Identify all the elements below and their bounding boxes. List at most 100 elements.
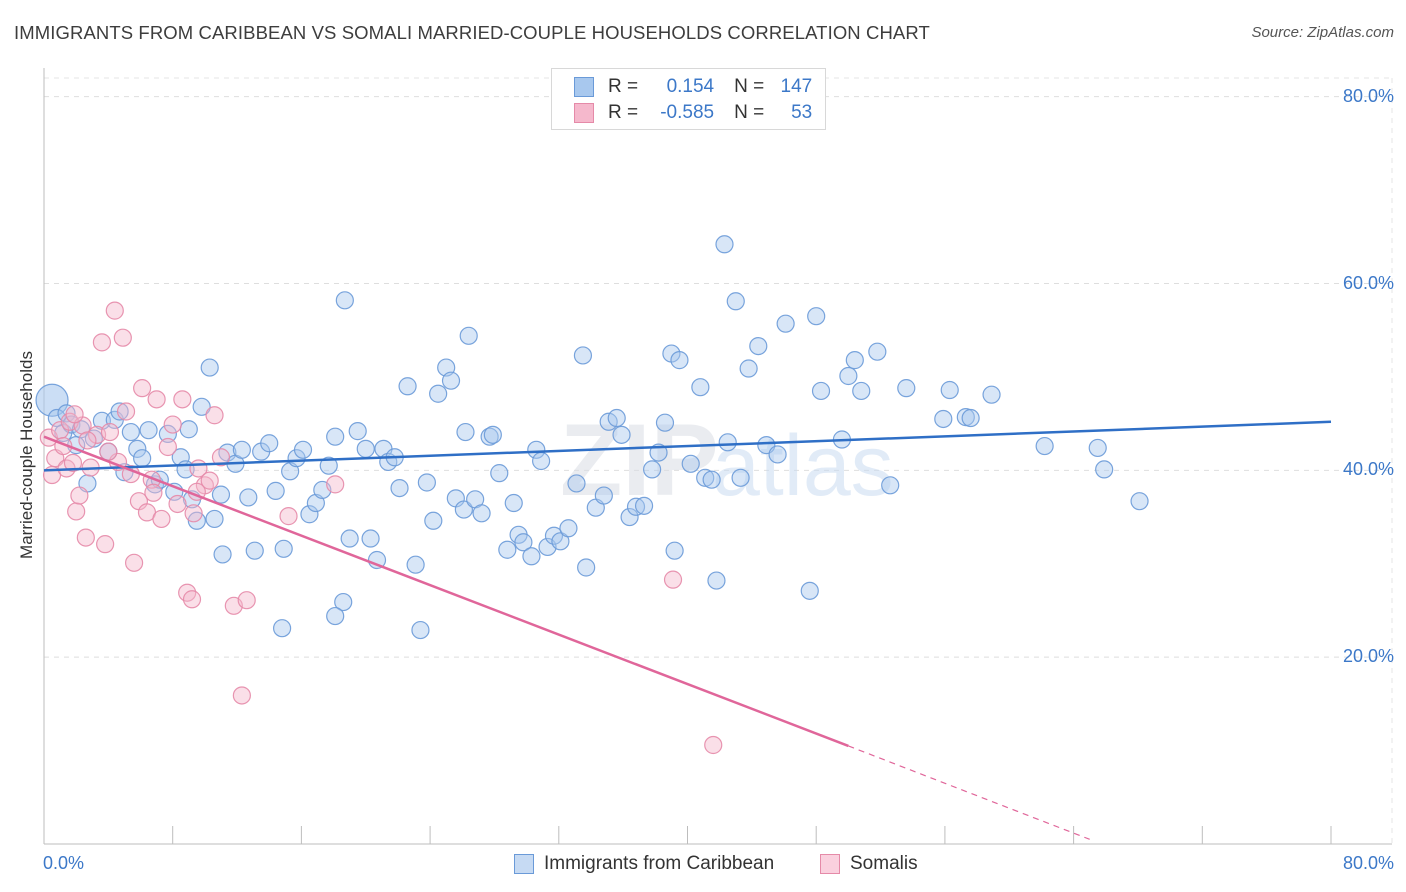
data-point xyxy=(272,619,292,638)
legend-n-label: N = xyxy=(734,76,765,97)
data-point xyxy=(620,507,639,527)
data-point xyxy=(139,421,158,440)
data-point xyxy=(567,474,586,493)
data-point xyxy=(881,476,900,495)
data-points xyxy=(35,235,1149,755)
data-point xyxy=(279,507,298,526)
legend-r-label: R = xyxy=(608,76,639,97)
data-point xyxy=(158,437,177,457)
data-point xyxy=(961,408,980,428)
data-point xyxy=(800,581,819,600)
data-point xyxy=(158,424,177,444)
data-point xyxy=(184,504,203,523)
data-point xyxy=(551,532,570,551)
data-point xyxy=(868,342,887,361)
watermark-zip: ZIP xyxy=(560,403,719,517)
data-point xyxy=(472,504,491,523)
legend-swatch-somalis xyxy=(574,103,594,123)
data-point xyxy=(807,307,826,326)
data-point xyxy=(113,328,132,347)
data-point xyxy=(739,359,758,378)
data-point xyxy=(1130,492,1149,511)
series-name-somalis: Somalis xyxy=(850,853,918,874)
stats-legend: R = 0.154 N = 147 R = -0.585 N = 53 xyxy=(551,68,826,130)
data-point xyxy=(490,464,509,483)
data-point xyxy=(504,493,523,513)
data-point xyxy=(663,570,683,589)
data-point xyxy=(293,440,313,459)
watermark-atlas: atlas xyxy=(712,418,894,514)
data-point xyxy=(852,381,871,401)
data-point xyxy=(483,425,502,444)
data-point xyxy=(811,381,831,401)
data-point xyxy=(612,425,631,444)
data-point xyxy=(213,545,232,564)
axes xyxy=(43,68,1392,845)
data-point xyxy=(726,292,745,311)
data-point xyxy=(704,735,723,755)
data-point xyxy=(594,486,613,505)
trend-line-caribbean xyxy=(43,420,1332,472)
data-point xyxy=(100,422,120,442)
data-point xyxy=(559,519,578,538)
data-point xyxy=(205,509,224,529)
y-tick-label: 80.0% xyxy=(1342,85,1394,106)
data-point xyxy=(514,533,533,552)
data-point xyxy=(441,371,461,390)
data-point xyxy=(681,454,700,473)
data-point xyxy=(573,346,593,365)
data-point xyxy=(211,448,231,467)
trend-extension-somalis xyxy=(848,745,1090,840)
data-point xyxy=(211,485,231,504)
data-point xyxy=(319,456,338,475)
data-point xyxy=(179,420,198,439)
data-point xyxy=(266,481,285,500)
data-point xyxy=(532,451,551,471)
data-point xyxy=(232,440,251,459)
data-point xyxy=(300,505,319,524)
data-point xyxy=(411,620,430,640)
data-point xyxy=(78,431,97,450)
data-point xyxy=(340,529,359,548)
data-point xyxy=(105,301,124,320)
data-point xyxy=(429,384,448,403)
data-point xyxy=(168,494,187,514)
data-point xyxy=(577,558,596,577)
legend-swatch-caribbean xyxy=(574,77,594,97)
data-point xyxy=(67,502,86,521)
series-swatch-caribbean xyxy=(514,854,534,874)
data-point xyxy=(356,439,375,458)
data-point xyxy=(691,378,710,397)
data-point xyxy=(456,422,475,442)
legend-r-value: -0.585 xyxy=(660,102,715,123)
trend-line-somalis xyxy=(43,435,849,748)
x-tick-label-min: 0.0% xyxy=(43,853,85,873)
data-point xyxy=(173,390,192,409)
data-point xyxy=(665,541,684,560)
data-point xyxy=(527,440,546,459)
data-point xyxy=(454,500,473,519)
data-point xyxy=(839,366,858,386)
legend-r-label: R = xyxy=(608,102,639,123)
data-point xyxy=(334,592,353,612)
x-tick-label-max: 80.0% xyxy=(1342,853,1394,873)
data-point xyxy=(205,406,224,425)
y-tick-label: 20.0% xyxy=(1342,646,1394,667)
data-point xyxy=(655,413,675,432)
chart-title: IMMIGRANTS FROM CARIBBEAN VS SOMALI MARR… xyxy=(14,22,930,43)
data-point xyxy=(63,453,83,472)
data-point xyxy=(200,358,219,377)
data-point xyxy=(715,235,734,254)
data-point xyxy=(776,314,795,333)
data-point xyxy=(335,291,354,310)
series-swatch-somalis xyxy=(820,854,840,874)
data-point xyxy=(128,439,147,458)
data-point xyxy=(522,547,541,566)
legend-n-value: 53 xyxy=(791,102,813,123)
data-point xyxy=(670,351,689,370)
data-point xyxy=(498,540,517,559)
data-point xyxy=(398,377,417,396)
data-point xyxy=(274,539,293,558)
data-point xyxy=(152,509,171,529)
